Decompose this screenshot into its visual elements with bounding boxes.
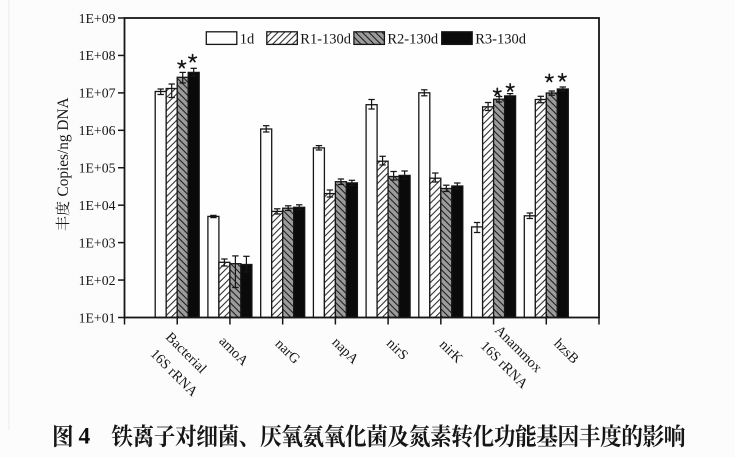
svg-text:1E+03: 1E+03 — [79, 235, 116, 250]
svg-text:R3-130d: R3-130d — [475, 31, 527, 47]
svg-text:1E+09: 1E+09 — [79, 11, 116, 26]
svg-text:1d: 1d — [240, 31, 255, 47]
svg-text:R2-130d: R2-130d — [387, 31, 439, 47]
svg-text:1E+07: 1E+07 — [79, 86, 116, 101]
svg-text:R1-130d: R1-130d — [300, 31, 352, 47]
svg-text:1E+06: 1E+06 — [79, 123, 116, 138]
svg-text:1E+02: 1E+02 — [79, 273, 116, 288]
svg-text:1E+05: 1E+05 — [79, 161, 116, 176]
svg-text:Copies/ng DNA: Copies/ng DNA — [55, 97, 72, 196]
svg-text:1E+01: 1E+01 — [79, 310, 116, 325]
svg-text:1E+08: 1E+08 — [79, 48, 116, 63]
svg-text:1E+04: 1E+04 — [79, 198, 116, 213]
svg-text:4: 4 — [79, 424, 91, 450]
